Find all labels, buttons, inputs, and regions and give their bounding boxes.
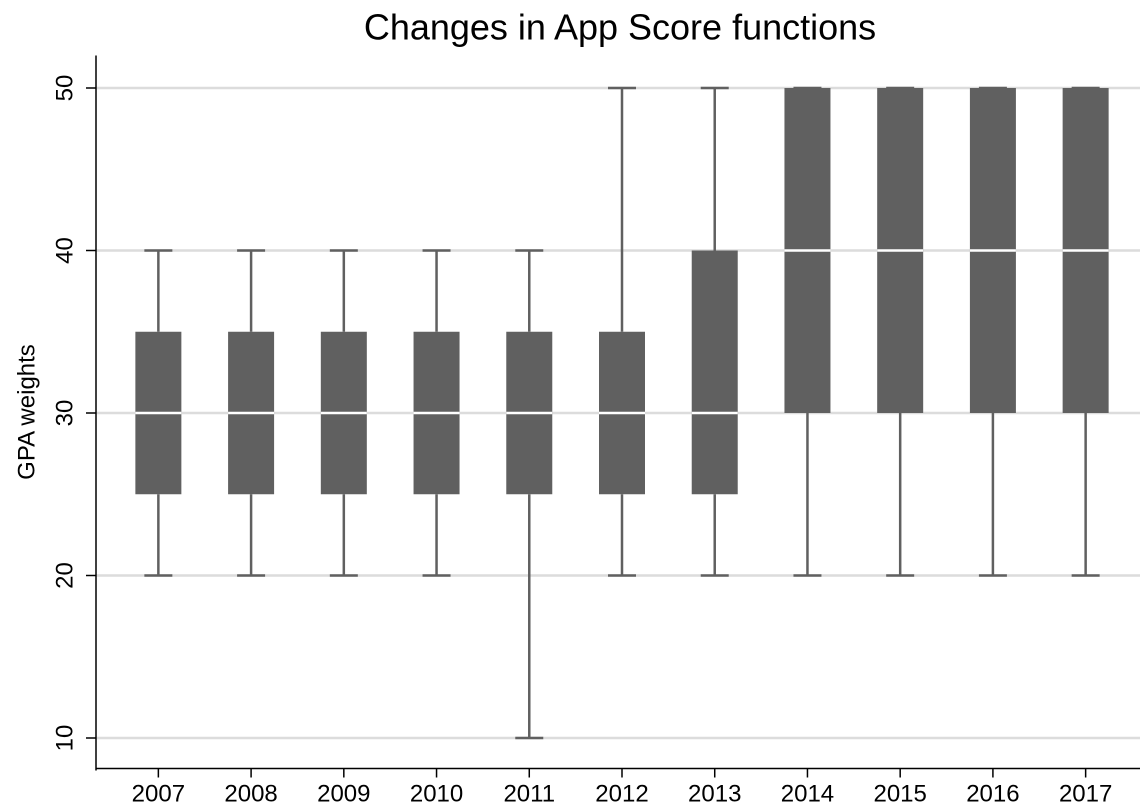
- y-axis-title: GPA weights: [13, 344, 40, 480]
- x-tick-label: 2015: [873, 780, 926, 807]
- x-tick-label: 2007: [132, 780, 185, 807]
- y-tick-label: 10: [51, 725, 78, 752]
- box: [691, 250, 738, 495]
- x-tick-label: 2017: [1059, 780, 1112, 807]
- x-tick-label: 2011: [503, 780, 555, 807]
- x-tick-label: 2012: [595, 780, 648, 807]
- x-tick-label: 2008: [224, 780, 277, 807]
- x-tick-label: 2009: [317, 780, 370, 807]
- x-tick-label: 2010: [410, 780, 463, 807]
- x-tick-label: 2014: [781, 780, 834, 807]
- y-tick-label: 30: [51, 400, 78, 427]
- y-tick-label: 20: [51, 562, 78, 589]
- y-tick-label: 40: [51, 237, 78, 264]
- x-tick-label: 2013: [688, 780, 741, 807]
- chart-title: Changes in App Score functions: [364, 7, 876, 48]
- x-tick-label: 2016: [966, 780, 1019, 807]
- y-tick-label: 50: [51, 75, 78, 102]
